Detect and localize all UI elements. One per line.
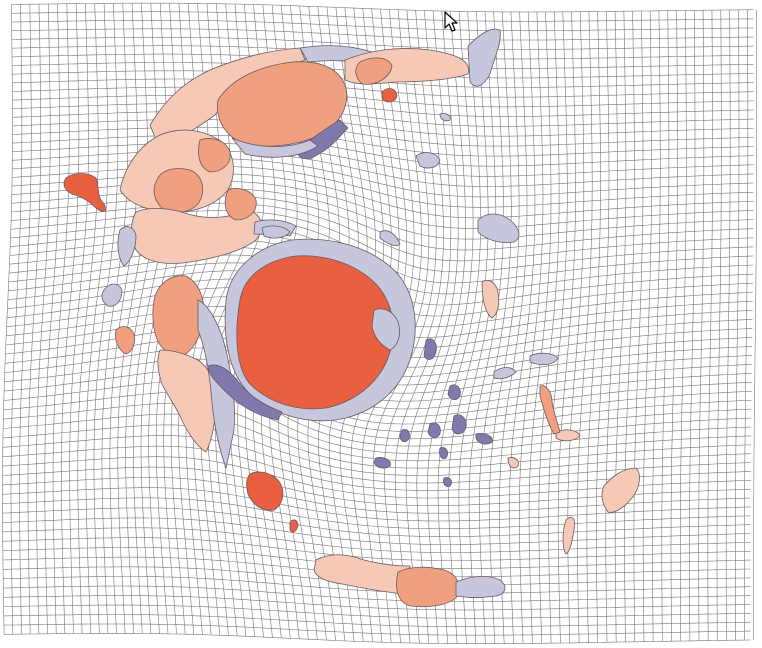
region-salamina[interactable] xyxy=(207,364,283,421)
grid-line xyxy=(11,28,754,41)
region-andros[interactable] xyxy=(423,338,437,360)
region-corfu[interactable] xyxy=(63,173,106,212)
grid-line xyxy=(3,391,752,454)
region-lemnos[interactable] xyxy=(415,152,441,169)
region-naxos[interactable] xyxy=(451,414,467,435)
region-kefalonia[interactable] xyxy=(115,326,135,355)
region-attica-east[interactable] xyxy=(371,308,400,351)
region-amorgos[interactable] xyxy=(475,433,493,445)
region-rhodes[interactable] xyxy=(601,467,640,513)
regions-layer xyxy=(63,28,640,608)
grid-line xyxy=(4,358,752,432)
region-aetolia[interactable] xyxy=(117,226,137,267)
grid-line xyxy=(3,604,751,619)
grid-line xyxy=(3,595,751,611)
grid-line xyxy=(3,585,751,602)
grid-line xyxy=(11,36,754,50)
region-lesvos[interactable] xyxy=(477,213,520,243)
grid-line xyxy=(12,127,754,157)
region-skyros[interactable] xyxy=(379,230,401,246)
grid-line xyxy=(3,576,751,594)
region-larissa[interactable] xyxy=(198,138,231,173)
grid-line xyxy=(11,11,754,22)
region-karpathos[interactable] xyxy=(562,516,575,555)
grid-line xyxy=(12,103,754,127)
region-laconia-sea xyxy=(197,299,235,469)
region-samothrace[interactable] xyxy=(439,113,451,122)
grid-line xyxy=(12,134,754,167)
grid-line xyxy=(2,497,751,530)
region-achaia[interactable] xyxy=(152,275,205,356)
region-santorini[interactable] xyxy=(443,477,452,487)
grid-line xyxy=(4,633,751,645)
grid-line xyxy=(12,111,754,137)
region-sporades[interactable] xyxy=(261,225,291,239)
grid-line xyxy=(2,507,751,537)
region-kavala[interactable] xyxy=(355,57,393,85)
grid-line xyxy=(12,70,754,88)
grid-line xyxy=(2,527,751,553)
region-ikaria[interactable] xyxy=(493,367,517,380)
grid-line xyxy=(2,537,751,561)
region-chalkidiki-lavender xyxy=(231,137,319,158)
grid-line xyxy=(3,614,751,628)
grid-line xyxy=(753,9,758,640)
region-kos[interactable] xyxy=(555,429,581,442)
grid-line xyxy=(4,347,752,425)
region-samos[interactable] xyxy=(529,352,559,366)
grid-line xyxy=(12,95,754,117)
region-evros[interactable] xyxy=(467,28,501,87)
region-chios[interactable] xyxy=(481,280,500,319)
region-leros-patmos[interactable] xyxy=(507,457,519,469)
region-central-greece[interactable] xyxy=(131,208,262,264)
region-lefkada[interactable] xyxy=(101,283,123,307)
region-peloponnese-south[interactable] xyxy=(157,349,217,453)
region-crete-east[interactable] xyxy=(455,576,506,598)
grid-line xyxy=(3,413,752,469)
grid-line xyxy=(2,487,751,522)
grid-line xyxy=(3,623,751,636)
region-dodecanese-chain[interactable] xyxy=(539,385,561,435)
region-milos[interactable] xyxy=(373,457,391,469)
grid-line xyxy=(12,119,754,147)
grid-line xyxy=(3,380,752,447)
grid-line xyxy=(11,2,754,13)
region-paros[interactable] xyxy=(427,422,441,438)
arrow-pointer-icon xyxy=(444,11,458,32)
region-thessaly[interactable] xyxy=(153,168,204,213)
region-syros[interactable] xyxy=(399,429,410,443)
region-antikythira[interactable] xyxy=(289,519,299,533)
region-ios[interactable] xyxy=(439,447,448,459)
grid-line xyxy=(11,19,754,31)
region-attica[interactable] xyxy=(236,255,394,410)
grid-line xyxy=(12,86,754,108)
grid-line xyxy=(4,369,752,440)
grid-line xyxy=(3,402,752,462)
region-kythira[interactable] xyxy=(246,471,284,511)
region-crete-heraklion[interactable] xyxy=(396,566,460,608)
grid-line xyxy=(2,424,752,476)
region-tinos[interactable] xyxy=(447,384,461,400)
grid-line xyxy=(12,78,754,98)
grid-line xyxy=(2,517,751,545)
grid-line xyxy=(2,435,751,484)
region-magnesia[interactable] xyxy=(224,188,257,221)
region-thassos[interactable] xyxy=(381,88,398,103)
grid-line xyxy=(12,142,754,177)
